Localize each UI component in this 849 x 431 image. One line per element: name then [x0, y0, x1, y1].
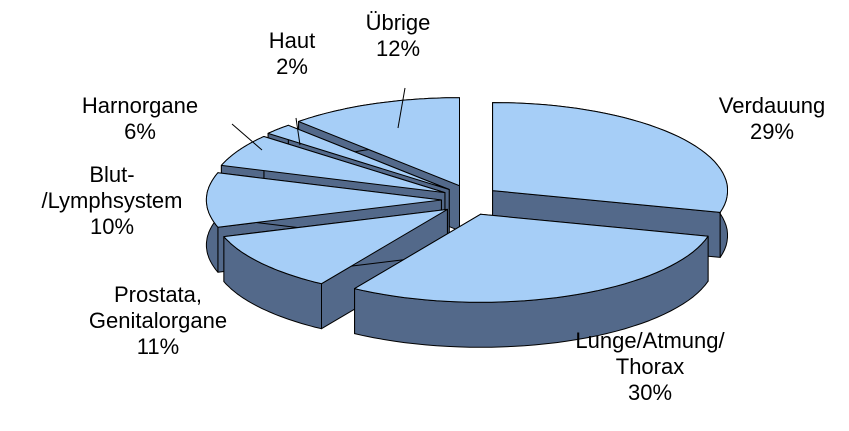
- leader-line: [397, 87, 406, 129]
- value-label: 10%: [89, 214, 135, 239]
- slice-label: Harnorgane 6%: [82, 93, 198, 145]
- category-name: Übrige: [365, 10, 431, 35]
- leader-line: [295, 117, 301, 146]
- value-label: 30%: [627, 380, 673, 405]
- slice: [220, 136, 446, 194]
- slice-label: Blut- /Lymphsystem 10%: [41, 162, 182, 240]
- value-label: 11%: [136, 334, 180, 359]
- slice: [354, 213, 709, 303]
- leader-line: [231, 123, 263, 151]
- slice-label: Lunge/Atmung/ Thorax 30%: [575, 328, 724, 406]
- category-name: Haut: [268, 28, 316, 53]
- value-label: 6%: [124, 119, 156, 144]
- slice: [267, 124, 450, 190]
- slice: [492, 102, 728, 213]
- value-label: 12%: [375, 36, 421, 61]
- slice: [205, 172, 442, 228]
- slice-label: Übrige 12%: [366, 10, 431, 62]
- value-label: 29%: [749, 119, 795, 144]
- slice-label: Haut 2%: [269, 28, 315, 80]
- category-name: Harnorgane: [81, 93, 199, 118]
- slice-label: Prostata, Genitalorgane 11%: [89, 282, 227, 360]
- category-name: Lunge/Atmung/ Thorax: [575, 328, 725, 379]
- category-name: Blut- /Lymphsystem: [41, 162, 183, 213]
- slice: [223, 208, 448, 285]
- category-name: Verdauung: [718, 93, 826, 118]
- category-name: Prostata, Genitalorgane: [88, 282, 228, 333]
- slice-label: Verdauung 29%: [719, 93, 825, 145]
- slice: [298, 97, 460, 187]
- value-label: 2%: [276, 54, 308, 79]
